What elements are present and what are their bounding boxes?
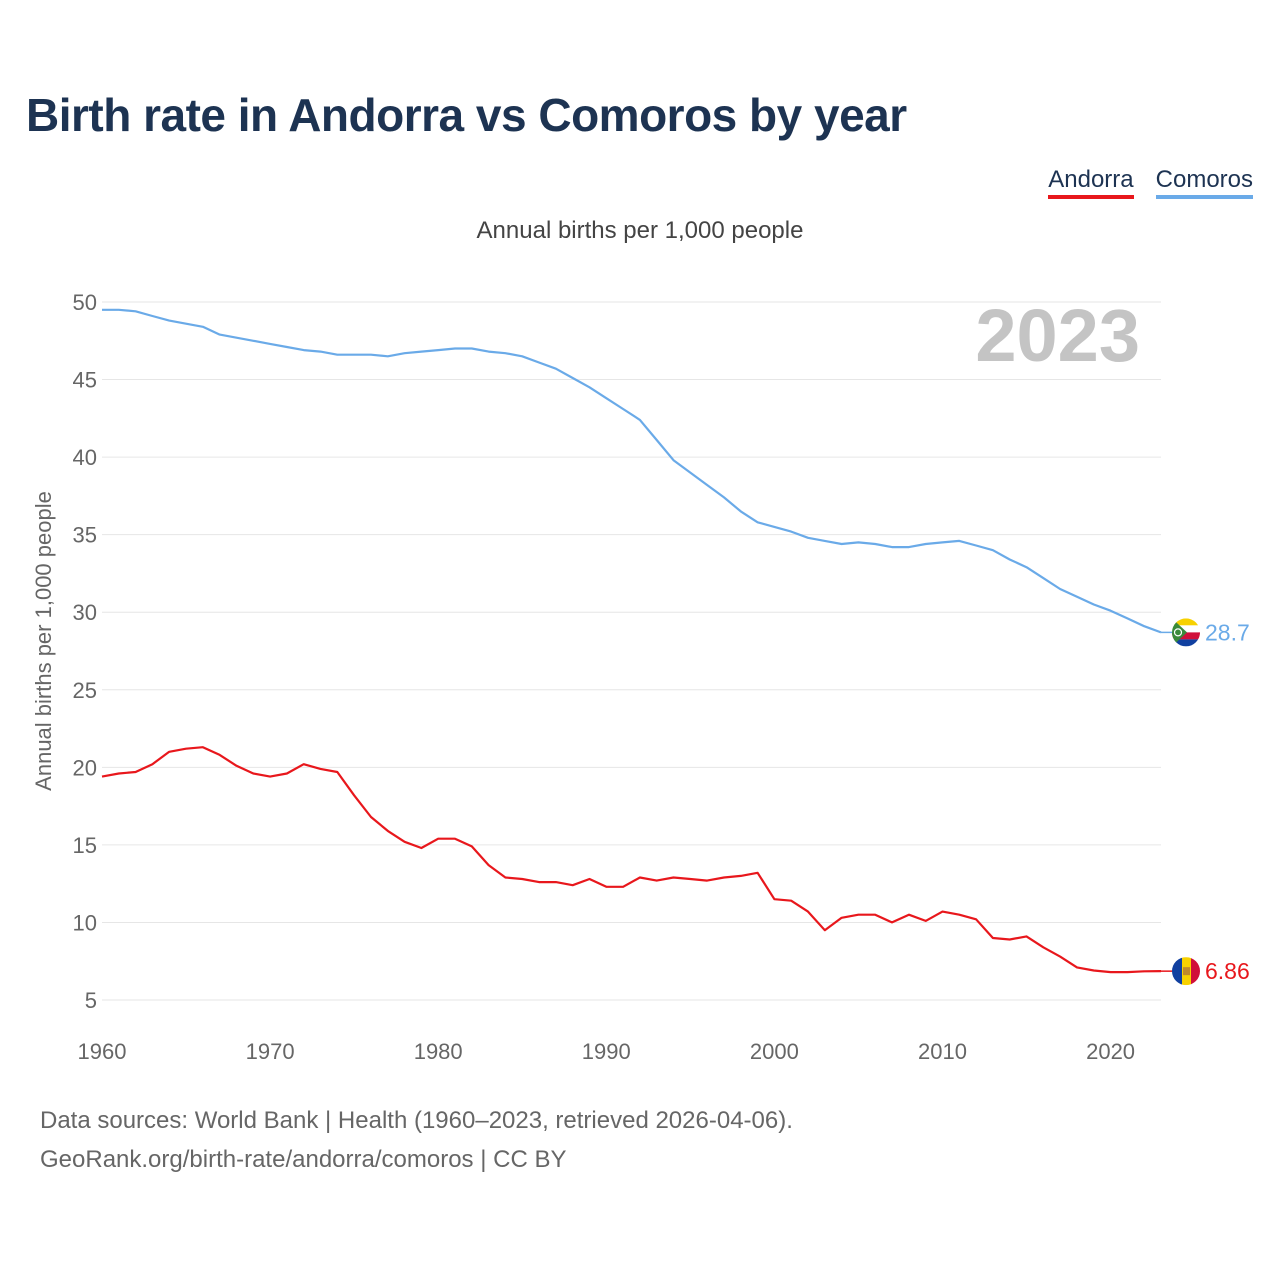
y-tick-label: 10 — [73, 910, 97, 935]
x-tick-label: 2020 — [1086, 1039, 1135, 1064]
x-tick-label: 2010 — [918, 1039, 967, 1064]
legend-item-comoros[interactable]: Comoros — [1155, 166, 1253, 199]
y-tick-label: 40 — [73, 445, 97, 470]
y-tick-label: 50 — [73, 290, 97, 315]
legend: Andorra Comoros — [1048, 166, 1253, 199]
series-line-andorra — [101, 746, 1162, 974]
chart-subtitle: Annual births per 1,000 people — [476, 217, 804, 244]
chart-title: Birth rate in Andorra vs Comoros by year — [26, 89, 907, 141]
comoros-flag-icon — [1172, 618, 1200, 647]
y-tick-label: 25 — [73, 678, 97, 703]
end-value-label-comoros: 28.7 — [1205, 619, 1250, 645]
x-tick-label: 2000 — [750, 1039, 799, 1064]
x-tick-label: 1980 — [414, 1039, 463, 1064]
y-tick-label: 5 — [85, 988, 97, 1013]
y-tick-label: 45 — [73, 368, 97, 393]
end-value-label-andorra: 6.86 — [1205, 958, 1250, 984]
year-label: 2023 — [975, 294, 1140, 377]
x-tick-label: 1970 — [246, 1039, 295, 1064]
y-tick-label: 20 — [73, 755, 97, 780]
data-source-note: Data sources: World Bank | Health (1960–… — [40, 1107, 793, 1134]
y-tick-label: 35 — [73, 523, 97, 548]
legend-item-andorra[interactable]: Andorra — [1048, 166, 1134, 199]
y-axis-label: Annual births per 1,000 people — [31, 491, 56, 791]
andorra-flag-icon — [1172, 957, 1200, 986]
x-tick-label: 1960 — [78, 1039, 127, 1064]
y-tick-label: 30 — [73, 600, 97, 625]
attribution-note: GeoRank.org/birth-rate/andorra/comoros |… — [40, 1146, 567, 1173]
x-tick-label: 1990 — [582, 1039, 631, 1064]
series-line-comoros — [102, 308, 1162, 634]
y-tick-label: 15 — [73, 833, 97, 858]
